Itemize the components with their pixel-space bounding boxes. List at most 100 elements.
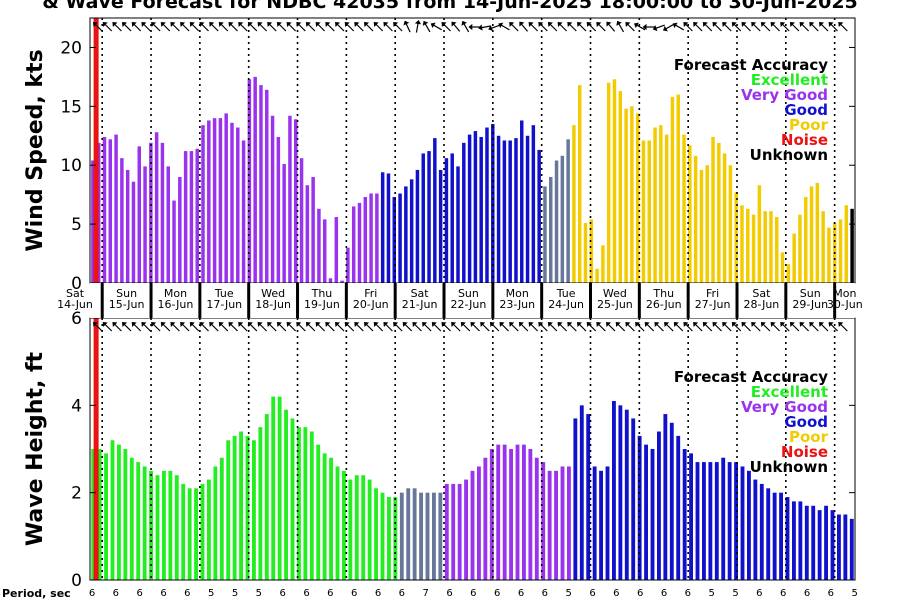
bar — [485, 127, 489, 283]
bar — [670, 96, 675, 283]
arrow-head — [209, 22, 215, 27]
arrow-shaft — [578, 23, 587, 32]
arrow-head — [180, 22, 186, 27]
direction-arrow — [141, 322, 151, 332]
arrow-shaft — [443, 323, 451, 332]
bar — [850, 208, 854, 283]
arrow-shaft — [463, 23, 470, 33]
bar — [412, 488, 417, 580]
arrow-shaft — [791, 23, 800, 32]
bar — [601, 245, 605, 283]
y-tick-label: 2 — [71, 484, 82, 504]
arrow-shaft — [626, 323, 635, 332]
bar — [644, 444, 648, 580]
arrow-head — [722, 22, 728, 27]
direction-arrow — [160, 322, 171, 332]
arrow-head — [547, 22, 553, 27]
arrow-shaft — [307, 323, 316, 332]
arrow-head — [586, 322, 592, 327]
arrow-head — [431, 322, 437, 327]
direction-arrow — [780, 22, 790, 32]
arrow-shaft — [636, 24, 646, 31]
arrow-head — [528, 322, 534, 327]
bar — [624, 409, 629, 580]
bar — [219, 457, 224, 580]
direction-arrow — [538, 322, 548, 332]
bar — [329, 457, 333, 580]
bar — [830, 510, 835, 580]
date-label: 20-Jun — [353, 298, 389, 311]
direction-arrow — [780, 322, 790, 332]
bar — [753, 479, 758, 580]
arrow-head — [112, 322, 118, 327]
arrow-shaft — [443, 23, 451, 32]
arrow-shaft — [375, 323, 384, 332]
arrow-head — [702, 322, 708, 327]
direction-arrow — [799, 322, 810, 332]
bar — [785, 497, 790, 580]
bar — [618, 91, 623, 284]
period-value: 6 — [303, 588, 309, 599]
arrow-shaft — [617, 323, 626, 332]
bar — [547, 470, 552, 580]
direction-arrow — [693, 22, 703, 32]
bar — [380, 172, 385, 283]
period-value: 5 — [732, 588, 738, 599]
bar — [432, 492, 436, 580]
arrow-head — [470, 322, 476, 327]
arrow-shaft — [326, 23, 335, 32]
bar — [444, 158, 449, 283]
direction-arrow — [151, 22, 161, 32]
direction-arrow — [247, 22, 258, 32]
direction-arrow — [488, 24, 501, 32]
direction-arrow — [296, 22, 306, 32]
arrow-shaft — [714, 323, 722, 332]
arrow-head — [819, 322, 824, 327]
arrow-shaft — [655, 24, 665, 30]
bar — [827, 227, 831, 283]
arrow-shaft — [655, 323, 664, 332]
bar — [212, 118, 217, 283]
arrow-shaft — [113, 23, 122, 32]
bar — [276, 136, 281, 283]
arrow-head — [141, 322, 147, 327]
direction-arrow — [586, 322, 597, 332]
y-tick-label: 10 — [60, 156, 82, 176]
arrow-shaft — [239, 323, 248, 332]
date-label: 30-Jun — [827, 298, 863, 311]
bar — [612, 400, 616, 580]
arrow-head — [247, 322, 253, 327]
arrow-head — [606, 21, 612, 27]
bar — [669, 422, 674, 580]
arrow-shaft — [162, 323, 171, 332]
bar — [792, 501, 796, 580]
bar — [496, 444, 501, 580]
arrow-shaft — [259, 323, 268, 332]
legend-item: Noise — [781, 443, 828, 461]
direction-arrow — [741, 322, 751, 332]
arrow-shaft — [415, 22, 419, 33]
direction-arrow — [151, 322, 161, 332]
bar — [96, 142, 101, 283]
direction-arrow — [642, 23, 656, 31]
bar — [166, 166, 170, 283]
bar — [657, 431, 661, 580]
bar — [525, 135, 530, 283]
arrow-shaft — [762, 323, 771, 332]
arrow-shaft — [268, 23, 277, 32]
period-value: 6 — [804, 588, 810, 599]
arrow-shaft — [597, 23, 606, 32]
direction-arrow — [702, 22, 713, 32]
bar — [573, 418, 578, 580]
bar — [508, 140, 512, 283]
arrow-head — [625, 22, 631, 27]
bar — [682, 134, 686, 283]
bar — [534, 457, 539, 580]
direction-arrow — [257, 322, 268, 332]
bar — [693, 155, 698, 283]
arrow-head — [286, 322, 292, 327]
bar — [290, 418, 295, 580]
bar — [258, 427, 263, 580]
arrow-head — [478, 24, 483, 31]
bar — [653, 127, 657, 283]
